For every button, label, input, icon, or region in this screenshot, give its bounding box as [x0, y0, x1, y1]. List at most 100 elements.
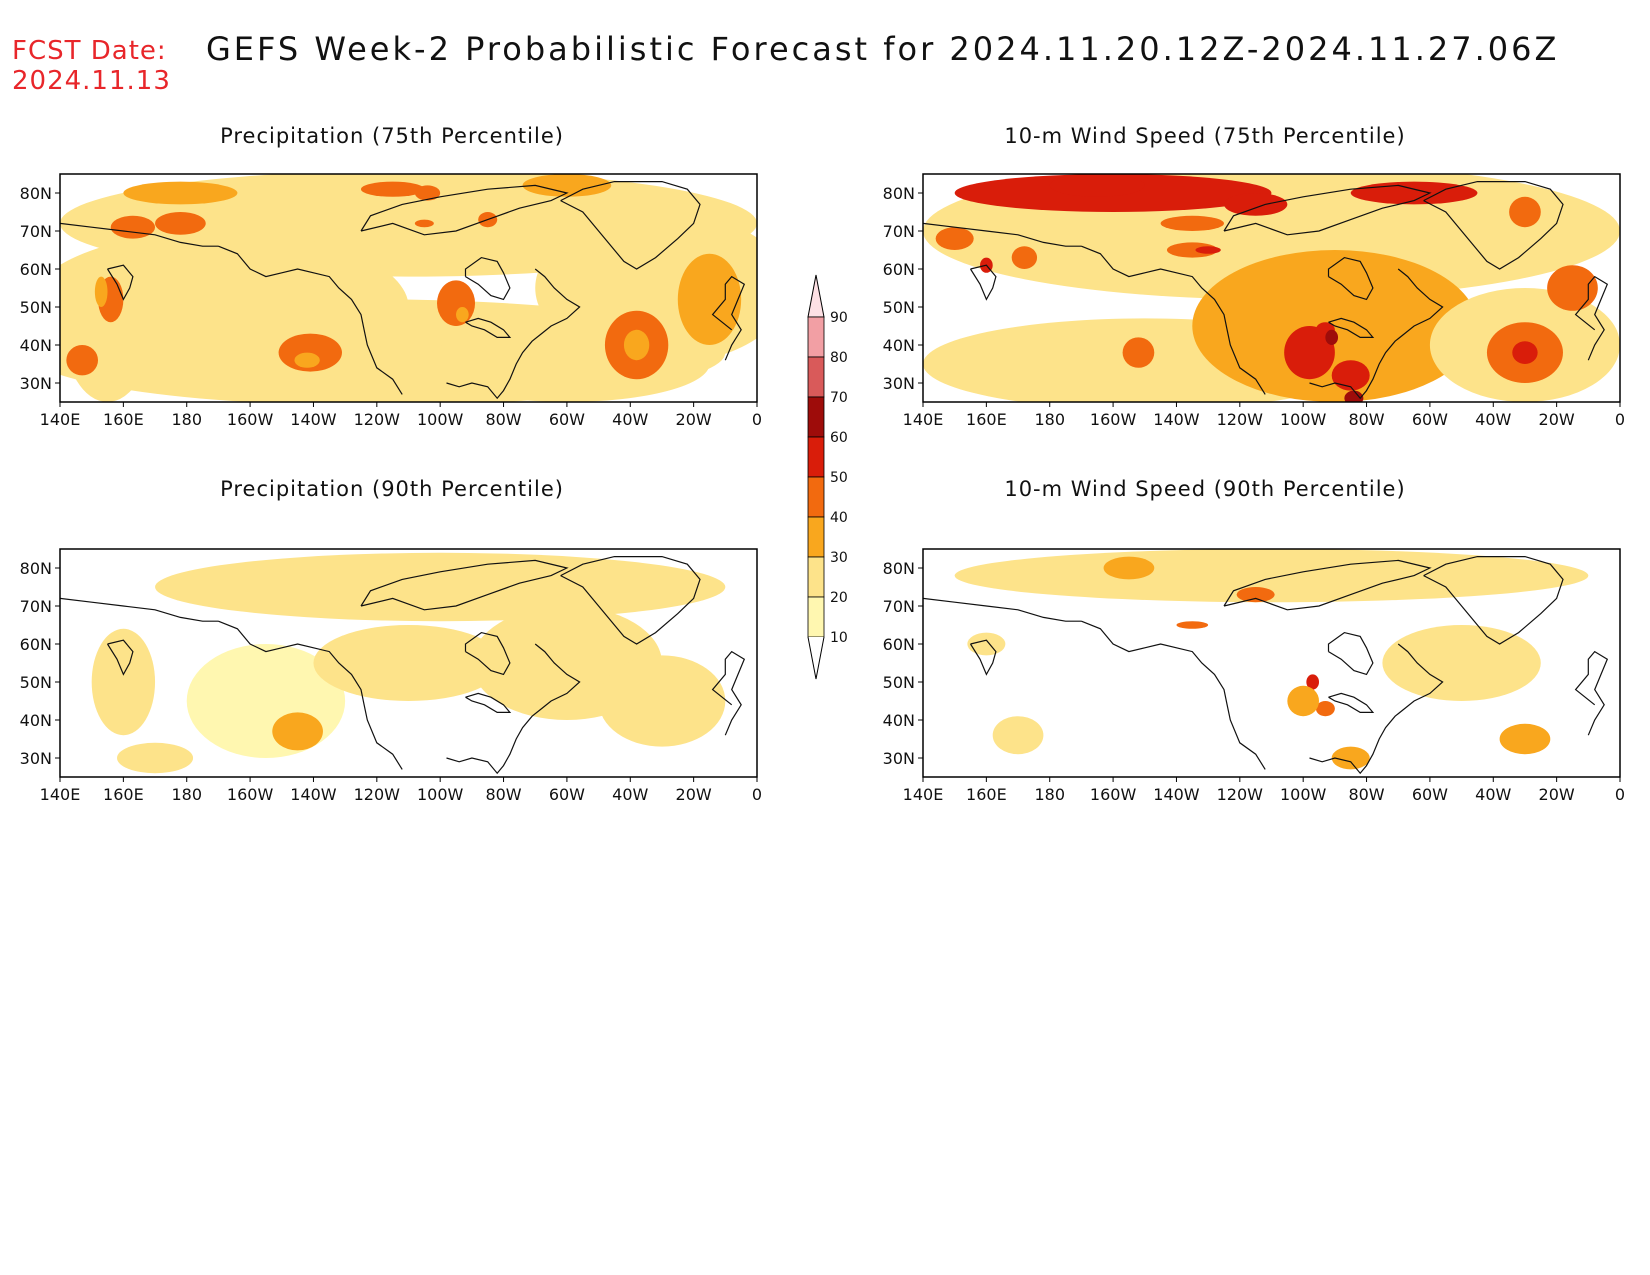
lon-tick-label: 20W: [676, 785, 712, 804]
contour-region: [1176, 621, 1209, 629]
contour-region: [360, 579, 425, 595]
contour-region: [94, 276, 108, 307]
contour-region: [1160, 215, 1224, 231]
coastline: [1223, 184, 1432, 236]
colorbar-swatch: [807, 356, 825, 398]
coastline: [446, 643, 581, 775]
map-panel-precip90: 80N 70N 60N 50N 40N 30N 140E 160E 180 160W 140W 120…: [20, 548, 762, 804]
lon-tick-label: 0: [1615, 410, 1625, 429]
colorbar-swatch: [807, 476, 825, 518]
map-frame: [922, 173, 1621, 403]
lon-tick-label: 40W: [612, 410, 648, 429]
contour-region: [1499, 723, 1551, 755]
lon-tick-label: 140W: [1153, 785, 1200, 804]
coastline: [1328, 317, 1375, 338]
contour-region: [522, 174, 612, 197]
lat-tick-label: 30N: [20, 749, 52, 768]
lat-tick-label: 50N: [20, 298, 52, 317]
colorbar-tick-label: 40: [830, 510, 848, 526]
contour-region: [1011, 246, 1038, 269]
contour-region: [117, 742, 194, 774]
map-panel-wind90: 80N 70N 60N 50N 40N 30N 140E 160E 180 160W 140W 120…: [883, 548, 1625, 804]
lon-tick-label: 160W: [1090, 785, 1137, 804]
contour-region: [313, 625, 504, 701]
lon-tick-label: 60W: [549, 410, 585, 429]
coastline: [1223, 559, 1432, 611]
lon-tick-label: 100W: [1280, 785, 1327, 804]
lat-tick-label: 40N: [20, 711, 52, 730]
colorbar-swatch: [807, 316, 825, 358]
coastline: [465, 317, 512, 338]
lat-tick-label: 60N: [20, 260, 52, 279]
coastline: [106, 639, 134, 676]
lon-tick-label: 140E: [40, 410, 81, 429]
coastline: [1328, 692, 1375, 713]
lon-tick-label: 80W: [1348, 785, 1384, 804]
lon-tick-label: 180: [171, 785, 202, 804]
lon-tick-label: 160E: [966, 785, 1007, 804]
contour-region: [1195, 246, 1221, 254]
colorbar-swatch: [807, 516, 825, 558]
panel-title-precip-75: Precipitation (75th Percentile): [220, 124, 564, 148]
lat-tick-label: 50N: [883, 673, 915, 692]
colorbar-tick-label: 50: [830, 470, 848, 486]
contour-region: [1315, 701, 1335, 717]
lon-tick-label: 140W: [290, 785, 337, 804]
lon-tick-label: 140E: [903, 785, 944, 804]
lon-tick-label: 60W: [1412, 785, 1448, 804]
contour-region: [1122, 337, 1155, 368]
contour-region: [1223, 193, 1288, 216]
lat-tick-label: 30N: [20, 374, 52, 393]
lon-tick-label: 180: [1034, 410, 1065, 429]
lon-tick-label: 100W: [417, 785, 464, 804]
lat-tick-label: 40N: [20, 336, 52, 355]
lon-tick-label: 100W: [1280, 410, 1327, 429]
contour-region: [1287, 685, 1320, 717]
lon-tick-label: 80W: [1348, 410, 1384, 429]
contour-region: [456, 307, 469, 323]
contour-region: [1509, 196, 1541, 228]
lon-tick-label: 20W: [676, 410, 712, 429]
lon-tick-label: 80W: [485, 410, 521, 429]
contour-region: [1103, 556, 1155, 580]
coastline: [360, 184, 569, 236]
lon-tick-label: 80W: [485, 785, 521, 804]
lon-tick-label: 60W: [549, 785, 585, 804]
coastline: [1309, 643, 1444, 775]
contour-region: [155, 552, 726, 622]
forecast-date-value: 2024.11.13: [12, 66, 171, 96]
coastline: [969, 639, 997, 676]
colorbar-swatch: [807, 396, 825, 438]
lat-tick-label: 80N: [883, 184, 915, 203]
contour-region: [623, 329, 650, 361]
lat-tick-label: 40N: [883, 336, 915, 355]
contour-region: [1306, 674, 1320, 690]
forecast-date-block: FCST Date: 2024.11.13: [12, 36, 171, 96]
lon-tick-label: 140W: [1153, 410, 1200, 429]
contour-region: [63, 250, 152, 402]
panel-title-wind-75: 10-m Wind Speed (75th Percentile): [1004, 124, 1406, 148]
coastline: [711, 650, 746, 736]
coastline: [1574, 650, 1609, 736]
coastline: [464, 256, 511, 301]
contour-region: [1166, 242, 1218, 258]
colorbar-swatch: [807, 556, 825, 598]
lon-tick-label: 160W: [1090, 410, 1137, 429]
coastline: [465, 692, 512, 713]
coastline: [969, 264, 997, 301]
coastline: [560, 556, 701, 645]
contour-region: [91, 628, 156, 736]
coastline: [1574, 275, 1609, 361]
contour-region: [272, 712, 323, 751]
coastline: [60, 597, 219, 622]
lat-tick-label: 60N: [20, 635, 52, 654]
lat-tick-label: 30N: [883, 374, 915, 393]
colorbar-swatch: [807, 436, 825, 478]
coastline: [218, 620, 403, 770]
lat-tick-label: 80N: [883, 559, 915, 578]
contour-region: [294, 352, 320, 368]
lon-tick-label: 180: [1034, 785, 1065, 804]
panel-title-precip-90: Precipitation (90th Percentile): [220, 477, 564, 501]
lat-tick-label: 70N: [883, 597, 915, 616]
contour-region: [155, 212, 206, 235]
